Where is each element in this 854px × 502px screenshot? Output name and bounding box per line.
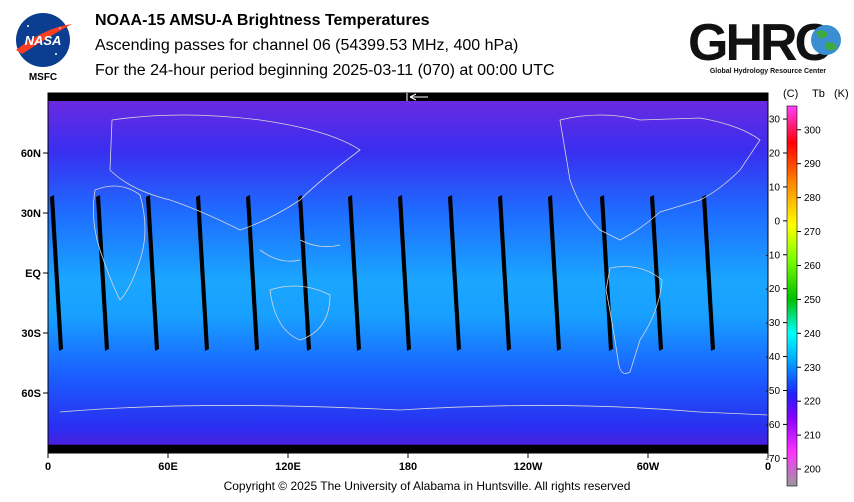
swath-gap <box>498 195 511 351</box>
colorbar-celsius-label: 10 <box>769 182 781 193</box>
ghrc-logo-text: GHRC <box>688 14 832 72</box>
colorbar-kelvin-label: 260 <box>804 261 821 272</box>
chart-title: NOAA-15 AMSU-A Brightness Temperatures <box>95 12 430 29</box>
colorbar-kelvin-label: 210 <box>804 431 821 442</box>
x-tick-label: 120E <box>275 461 301 473</box>
colorbar-celsius-label: 0 <box>774 216 780 227</box>
colorbar-celsius-label: -40 <box>766 352 781 363</box>
x-tick-label: 0 <box>45 461 51 473</box>
colorbar-kelvin-label: 220 <box>804 397 821 408</box>
swath-gap <box>50 195 63 351</box>
colorbar-kelvin-label: 280 <box>804 193 821 204</box>
swath-gap <box>600 195 613 351</box>
colorbar-celsius-label: -20 <box>766 284 781 295</box>
chart-subtitle-period: For the 24-hour period beginning 2025-03… <box>95 62 555 79</box>
polar-gap-north <box>48 93 768 101</box>
copyright-notice: Copyright © 2025 The University of Alaba… <box>223 479 631 493</box>
colorbar-kelvin-label: 300 <box>804 125 821 136</box>
colorbar-celsius-label: -10 <box>766 250 781 261</box>
colorbar-celsius-label: -30 <box>766 318 781 329</box>
colorbar-header-celsius: (C) <box>783 88 798 100</box>
x-tick-label: 60E <box>158 461 178 473</box>
x-tick-label: 180 <box>399 461 417 473</box>
y-tick-label: 30S <box>21 328 41 340</box>
colorbar-celsius-label: -70 <box>766 454 781 465</box>
nasa-logo: NASA MSFC <box>16 13 72 83</box>
colorbar-celsius-label: 30 <box>769 115 781 126</box>
colorbar-celsius-label: 20 <box>769 148 781 159</box>
colorbar-kelvin-label: 230 <box>804 363 821 374</box>
left-arrow-icon <box>406 93 428 101</box>
y-tick-label: 30N <box>21 208 41 220</box>
ghrc-caption: Global Hydrology Resource Center <box>710 68 827 75</box>
colorbar-gradient <box>786 105 798 487</box>
coastlines <box>59 114 769 416</box>
y-tick-label: 60N <box>21 148 41 160</box>
swath-gap <box>650 195 663 351</box>
swath-gap <box>96 195 109 351</box>
colorbar-header-kelvin: (K) <box>834 88 849 100</box>
swath-gap <box>146 195 159 351</box>
colorbar-kelvin-label: 240 <box>804 329 821 340</box>
swath-gap <box>448 195 461 351</box>
x-tick-label: 60W <box>637 461 660 473</box>
temperature-field <box>48 93 768 453</box>
swath-gap <box>196 195 209 351</box>
swath-gap <box>348 195 361 351</box>
colorbar-celsius-label: -60 <box>766 420 781 431</box>
y-tick-label: 60S <box>21 388 41 400</box>
colorbar-header-tb: Tb <box>812 88 825 100</box>
colorbar-kelvin-label: 200 <box>804 465 821 476</box>
swath-gap <box>246 195 259 351</box>
nasa-logo-text: NASA <box>25 33 62 48</box>
chart-subtitle-channel: Ascending passes for channel 06 (54399.5… <box>95 37 519 54</box>
swath-gap <box>398 195 411 351</box>
colorbar-kelvin-label: 270 <box>804 227 821 238</box>
x-tick-label: 0 <box>765 461 771 473</box>
colorbar-kelvin-label: 290 <box>804 159 821 170</box>
map-plot-area <box>47 92 769 454</box>
ghrc-logo: GHRC Global Hydrology Resource Center <box>688 14 841 75</box>
colorbar-kelvin-label: 250 <box>804 295 821 306</box>
ghrc-globe-icon <box>811 25 841 55</box>
swath-gap <box>298 195 311 351</box>
swath-gap <box>702 195 715 351</box>
swath-gap <box>548 195 561 351</box>
x-tick-label: 120W <box>514 461 543 473</box>
y-tick-label: EQ <box>25 268 41 280</box>
polar-gap-south <box>48 445 768 453</box>
msfc-caption: MSFC <box>29 72 57 83</box>
colorbar-celsius-label: -50 <box>766 386 781 397</box>
colorbar: (C) Tb (K)30029028027026025024023022021020… <box>766 88 849 487</box>
